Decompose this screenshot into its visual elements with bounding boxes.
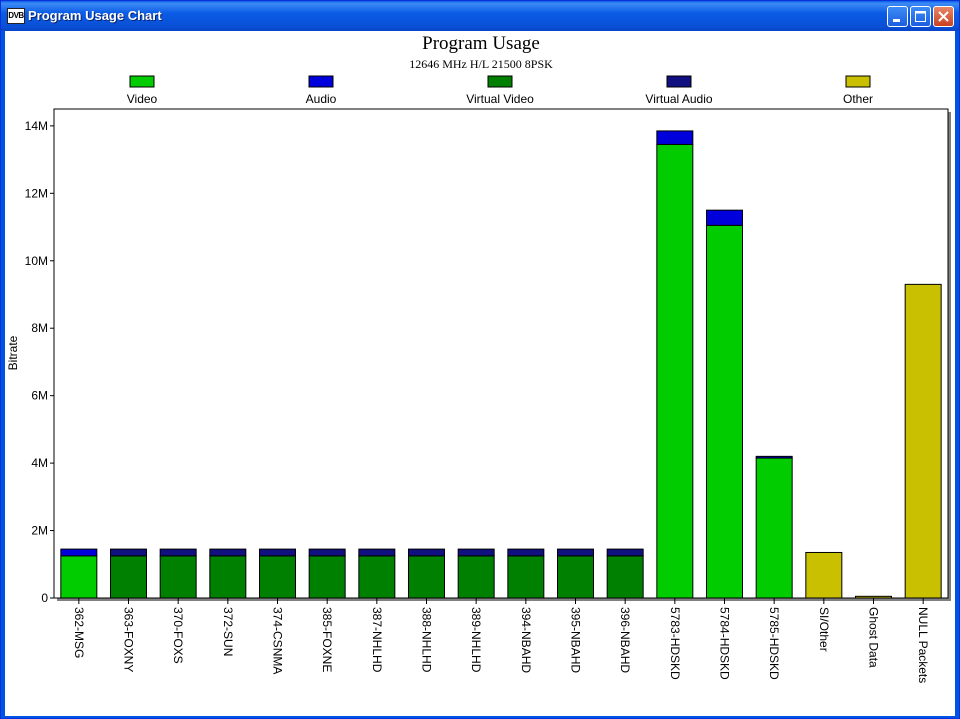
legend-label-virtual-video: Virtual Video [466, 92, 534, 106]
x-tick-label: 370-FOXS [171, 607, 185, 664]
bar-388-nhlhd-virtual-audio [408, 548, 445, 557]
bar-5785-hdskd-video [755, 457, 793, 599]
chart-legend: Video Audio Virtual Video Virtual Audio Othe… [127, 75, 873, 106]
x-tick-label: 387-NHLHD [370, 607, 384, 673]
x-tick-label: 5785-HDSKD [767, 607, 781, 680]
bar-388-nhlhd-virtual-video [408, 555, 445, 599]
close-button[interactable] [933, 6, 954, 27]
chart-subtitle: 12646 MHz H/L 21500 8PSK [409, 57, 553, 71]
x-tick-label: 5784-HDSKD [718, 607, 732, 680]
legend-swatch-video [129, 75, 155, 88]
minimize-button[interactable] [887, 6, 908, 27]
y-axis-label: Bitrate [6, 335, 20, 370]
x-tick-label: 372-SUN [221, 607, 235, 656]
bar-374-csnma-virtual-audio [259, 548, 296, 557]
bar-394-nbahd-virtual-video [507, 555, 545, 599]
bar-ghost-data-other [855, 595, 892, 599]
chart-area: Program Usage 12646 MHz H/L 21500 8PSK V… [5, 31, 955, 716]
x-tick-label: 395-NBAHD [569, 607, 583, 673]
minimize-icon [893, 19, 900, 22]
x-tick-label: 363-FOXNY [122, 607, 136, 672]
bar-387-nhlhd-virtual-audio [358, 548, 396, 557]
y-tick-label: 0 [41, 591, 48, 605]
y-tick-label: 2M [31, 524, 48, 538]
chart-title: Program Usage [422, 33, 540, 54]
bar-394-nbahd-virtual-audio [507, 548, 545, 557]
legend-label-virtual-audio: Virtual Audio [645, 92, 712, 106]
bar-370-foxs-virtual-audio [159, 548, 197, 557]
legend-swatch-other [845, 75, 871, 88]
maximize-button[interactable] [910, 6, 931, 27]
bar-5784-hdskd-audio [706, 209, 743, 226]
legend-swatch-audio [308, 75, 334, 88]
bar-5785-hdskd-audio [755, 455, 793, 459]
plot-frame [53, 108, 949, 599]
window-title: Program Usage Chart [28, 8, 162, 23]
bar-363-foxny-virtual-video [110, 555, 147, 599]
bar-5784-hdskd-video [706, 224, 743, 599]
bar-385-foxne-virtual-video [308, 555, 346, 599]
bar-370-foxs-virtual-video [159, 555, 197, 599]
x-tick-label: SI/Other [817, 607, 831, 652]
bar-5783-hdskd-audio [656, 130, 694, 145]
legend-swatch-virtual-audio [666, 75, 692, 88]
bar-389-nhlhd-virtual-video [457, 555, 495, 599]
bar-372-sun-virtual-audio [209, 548, 247, 557]
x-tick-label: 5783-HDSKD [668, 607, 682, 680]
bar-396-nbahd-virtual-video [606, 555, 644, 599]
close-icon [938, 11, 949, 22]
bar-374-csnma-virtual-video [259, 555, 296, 599]
program-usage-chart: Program Usage 12646 MHz H/L 21500 8PSK V… [6, 33, 951, 683]
bar-395-nbahd-virtual-audio [557, 548, 594, 557]
x-tick-label: 388-NHLHD [420, 607, 434, 673]
y-tick-label: 6M [31, 389, 48, 403]
legend-label-video: Video [127, 92, 158, 106]
y-tick-label: 12M [25, 186, 48, 200]
bar-395-nbahd-virtual-video [557, 555, 594, 599]
x-tick-label: 362-MSG [72, 607, 86, 658]
y-tick-label: 4M [31, 456, 48, 470]
x-tick-label: Ghost Data [867, 607, 881, 668]
bar-si-other-other [805, 551, 843, 599]
bar-363-foxny-virtual-audio [110, 548, 147, 557]
x-tick-label: 389-NHLHD [469, 607, 483, 673]
bar-362-msg-audio [60, 548, 98, 557]
bar-5783-hdskd-video [656, 143, 694, 599]
x-tick-label: 394-NBAHD [519, 607, 533, 673]
bar-389-nhlhd-virtual-audio [457, 548, 495, 557]
x-tick-label: 385-FOXNE [320, 607, 334, 672]
x-tick-label: 374-CSNMA [271, 607, 285, 674]
bar-362-msg-video [60, 555, 98, 599]
title-bar[interactable]: DVB Program Usage Chart [1, 1, 959, 31]
maximize-icon [915, 11, 926, 22]
y-tick-label: 14M [25, 119, 48, 133]
x-tick-label: NULL Packets [916, 607, 930, 683]
bar-387-nhlhd-virtual-video [358, 555, 396, 599]
bar-372-sun-virtual-video [209, 555, 247, 599]
bar-null-packets-other [904, 283, 942, 599]
bar-385-foxne-virtual-audio [308, 548, 346, 557]
legend-label-other: Other [843, 92, 873, 106]
dvb-app-icon: DVB [7, 8, 25, 24]
bar-396-nbahd-virtual-audio [606, 548, 644, 557]
y-tick-label: 8M [31, 321, 48, 335]
x-tick-label: 396-NBAHD [618, 607, 632, 673]
y-tick-label: 10M [25, 254, 48, 268]
plot-area: 0 2M 4M 6M 8M 10M 12M 14M 362-MSG 363-FOXNY 370-FO… [25, 108, 951, 683]
legend-swatch-virtual-video [487, 75, 513, 88]
legend-label-audio: Audio [306, 92, 337, 106]
